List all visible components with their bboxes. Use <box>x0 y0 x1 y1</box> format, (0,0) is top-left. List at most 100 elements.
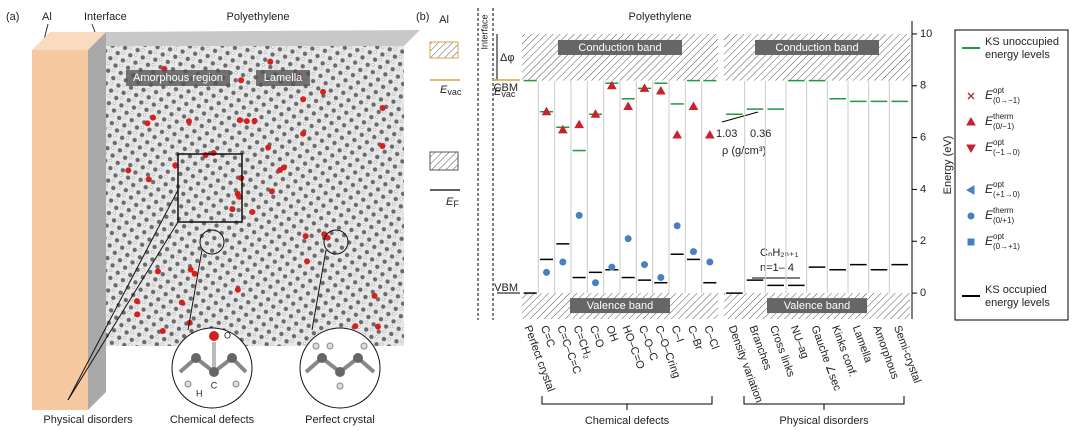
oxygen-atom <box>125 167 132 174</box>
band-label: Valence band <box>784 300 850 312</box>
al-slab <box>32 50 88 410</box>
legend-label-part: E <box>985 208 994 222</box>
bracket <box>743 396 905 410</box>
al-top <box>32 32 106 50</box>
legend-box <box>954 29 1069 321</box>
legend-label-part: opt <box>993 232 1005 241</box>
group-label: Physical disorders <box>779 415 869 427</box>
leader <box>187 249 203 331</box>
density-label: 1.03 <box>716 128 737 140</box>
zoom-box <box>177 153 243 223</box>
marker <box>965 185 975 195</box>
oxygen-atom <box>374 323 381 330</box>
e-vac: Evac <box>440 84 462 97</box>
oxygen-atom <box>229 206 236 213</box>
bracket <box>541 396 713 410</box>
oxygen-atom <box>320 88 327 95</box>
legend-label-part: E <box>985 182 994 196</box>
marker <box>672 130 683 139</box>
vbm-label: VBM <box>494 282 518 294</box>
marker <box>690 248 697 256</box>
polyethylene-top <box>106 30 420 46</box>
group-label: Chemical defects <box>585 415 670 427</box>
legend-label-part: opt <box>993 86 1005 95</box>
marker <box>624 235 632 243</box>
caption: Chemical defects <box>170 414 255 426</box>
oxygen-atom <box>371 292 378 299</box>
y-tick-label: 6 <box>920 132 926 144</box>
atoms <box>184 331 368 390</box>
band-label-box <box>558 39 682 55</box>
oxygen-atom <box>280 164 287 171</box>
atom-label: O <box>224 330 231 340</box>
legend-label-part: (0→+1) <box>993 242 1020 251</box>
oxygen-atom <box>249 209 256 216</box>
oxygen-atom <box>352 323 359 330</box>
marker <box>592 279 599 287</box>
marker <box>967 92 975 100</box>
band-label: Conduction band <box>578 42 661 54</box>
oxygen-atom <box>187 266 194 273</box>
caption: Physical disorders <box>43 414 133 426</box>
band-label: Valence band <box>587 300 653 312</box>
oxygen-atom <box>268 188 275 195</box>
legend-label-part: (−1→0) <box>993 148 1020 157</box>
al-band <box>429 151 459 171</box>
atom-label: H <box>196 388 203 398</box>
oxygen-atom <box>265 144 272 151</box>
oxygen-atom <box>210 150 217 157</box>
legend-label-part: (0/+1) <box>993 216 1014 225</box>
zoom-circle <box>323 229 349 255</box>
interface-label: Interface <box>479 14 489 49</box>
interface-slab <box>88 32 106 410</box>
oxygen-atom <box>300 96 307 103</box>
legend-label: KS occupied <box>985 284 1047 296</box>
band-label: Conduction band <box>775 42 858 54</box>
marker <box>655 85 666 95</box>
marker <box>706 258 714 266</box>
category-label: C–I <box>669 324 686 344</box>
legend-label: Etherm (0/−1) <box>985 112 1014 131</box>
polyethylene-label: Polyethylene <box>629 11 692 23</box>
oxygen-atom <box>238 175 245 182</box>
density-arrow <box>721 111 759 123</box>
marker <box>673 222 681 230</box>
oxygen-atom <box>134 311 141 318</box>
alkyl-range: n=1– 4 <box>760 262 794 274</box>
marker <box>641 261 648 269</box>
marker <box>559 258 567 266</box>
cbm-label: CBM <box>494 82 518 94</box>
legend-label: energy levels <box>985 297 1050 309</box>
marker <box>966 144 976 154</box>
legend-label-part: (0→−1) <box>993 96 1020 105</box>
marker <box>966 116 976 126</box>
marker <box>606 80 617 90</box>
marker <box>590 109 601 118</box>
legend-label-part: opt <box>993 180 1005 189</box>
marker <box>657 274 665 282</box>
oxygen-atom <box>155 268 162 275</box>
oxygen-atom <box>150 114 157 121</box>
region-label: Amorphous region <box>133 72 223 84</box>
category-label: OH <box>603 324 620 344</box>
marker <box>639 83 650 92</box>
marker <box>574 119 585 129</box>
oxygen-atom <box>236 117 243 124</box>
density-label: 0.36 <box>750 128 771 140</box>
legend-label: Etherm (0/+1) <box>985 206 1014 225</box>
legend-label-part: opt <box>993 138 1005 147</box>
oxygen-atom <box>202 152 209 159</box>
oxygen-atom <box>304 258 311 265</box>
oxygen-atom <box>172 162 179 169</box>
polyethylene-label: Polyethylene <box>227 11 290 23</box>
legend-label: KS unoccupied <box>985 36 1059 48</box>
oxygen-atom <box>267 58 274 65</box>
label-box <box>256 70 310 86</box>
marker <box>541 106 552 116</box>
y-tick-label: 10 <box>920 28 932 40</box>
band-label-box <box>570 298 670 314</box>
label-box <box>126 70 230 86</box>
legend-label-part: E <box>985 114 994 128</box>
oxygen-atom <box>178 299 185 306</box>
oxygen-atom <box>243 118 250 125</box>
